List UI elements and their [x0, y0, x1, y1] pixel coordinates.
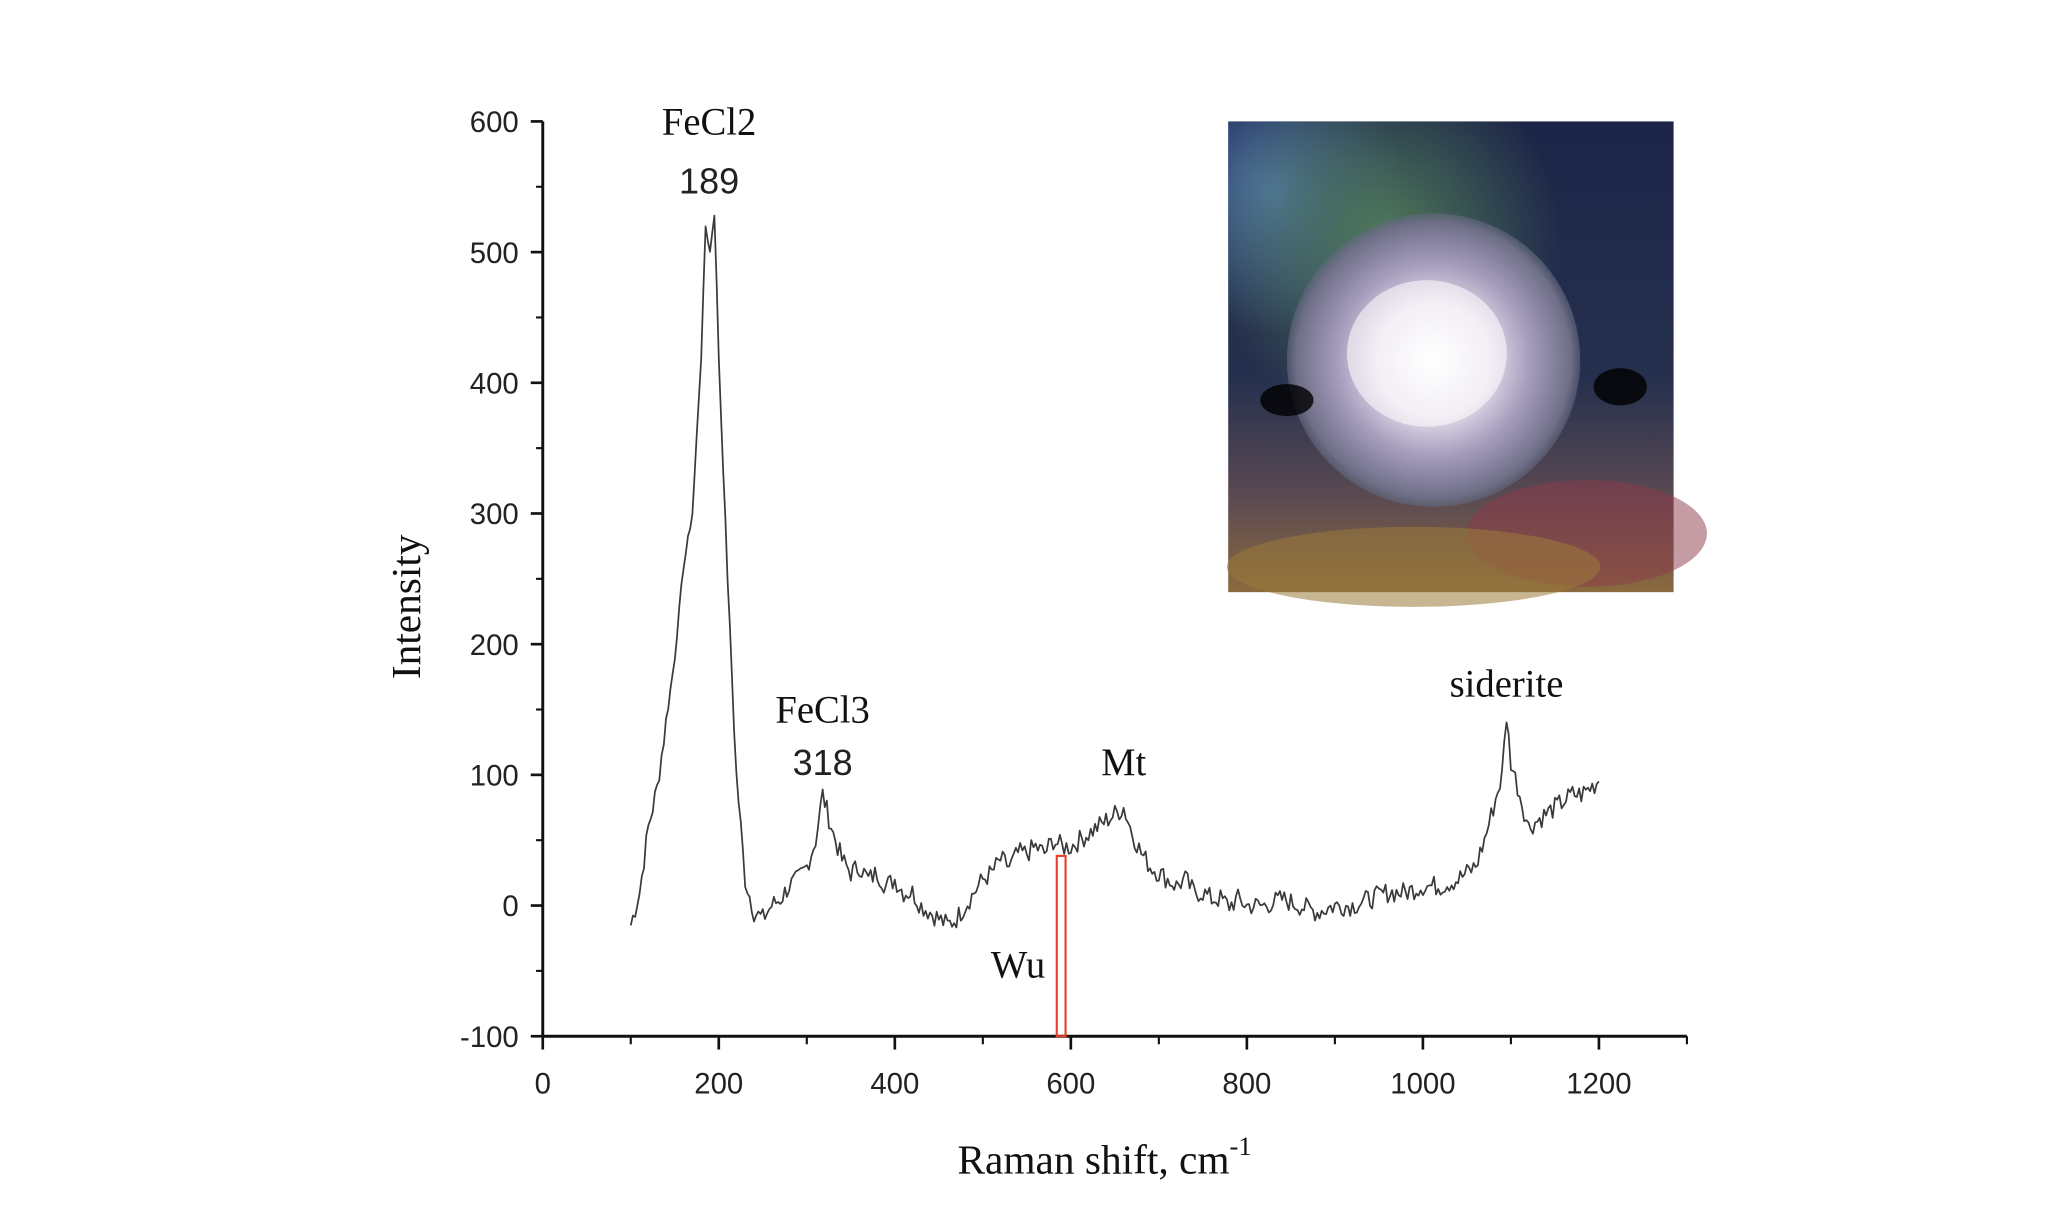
ticks: -100 0 100 200 300 400 500 600 0 200 400 600 800 1000…	[460, 106, 1689, 1101]
y-tick-label: 200	[470, 629, 519, 662]
spectrum-line	[629, 214, 1600, 929]
annotations: FeCl2 189 FeCl3 318 Mt Wu siderite	[662, 101, 1564, 986]
x-axis-label-superscript: -1	[1230, 1131, 1252, 1161]
annotation-label: Wu	[991, 944, 1045, 986]
annotation-label: FeCl2	[662, 101, 757, 143]
inset-micrograph	[1226, 121, 1707, 607]
x-tick-label: 1200	[1566, 1068, 1631, 1101]
y-tick-label: 600	[470, 106, 519, 139]
x-tick-label: 1000	[1390, 1068, 1455, 1101]
y-axis-label: Intensity	[383, 534, 429, 679]
x-tick-label: 0	[535, 1068, 551, 1101]
marks	[629, 214, 1600, 1038]
y-tick-label: 100	[470, 760, 519, 793]
y-tick-label: 300	[470, 498, 519, 531]
x-tick-label: 400	[870, 1068, 919, 1101]
wustite-marker-box	[1055, 854, 1067, 1038]
y-tick-label: 0	[502, 890, 518, 923]
annotation-label: FeCl3	[775, 690, 870, 732]
annotation-label: Mt	[1101, 742, 1146, 784]
x-axis-label: Raman shift, cm-1	[957, 1131, 1251, 1183]
y-tick-label: 400	[470, 367, 519, 400]
x-tick-label: 600	[1046, 1068, 1095, 1101]
annotation-label: siderite	[1450, 663, 1564, 705]
x-tick-label: 800	[1222, 1068, 1271, 1101]
annotation-label: 189	[679, 160, 739, 201]
y-tick-label: 500	[470, 237, 519, 270]
x-axis-label-main: Raman shift, cm	[957, 1137, 1229, 1183]
y-tick-label: -100	[460, 1021, 519, 1054]
annotation-label: 318	[793, 742, 853, 783]
x-tick-label: 200	[694, 1068, 743, 1101]
